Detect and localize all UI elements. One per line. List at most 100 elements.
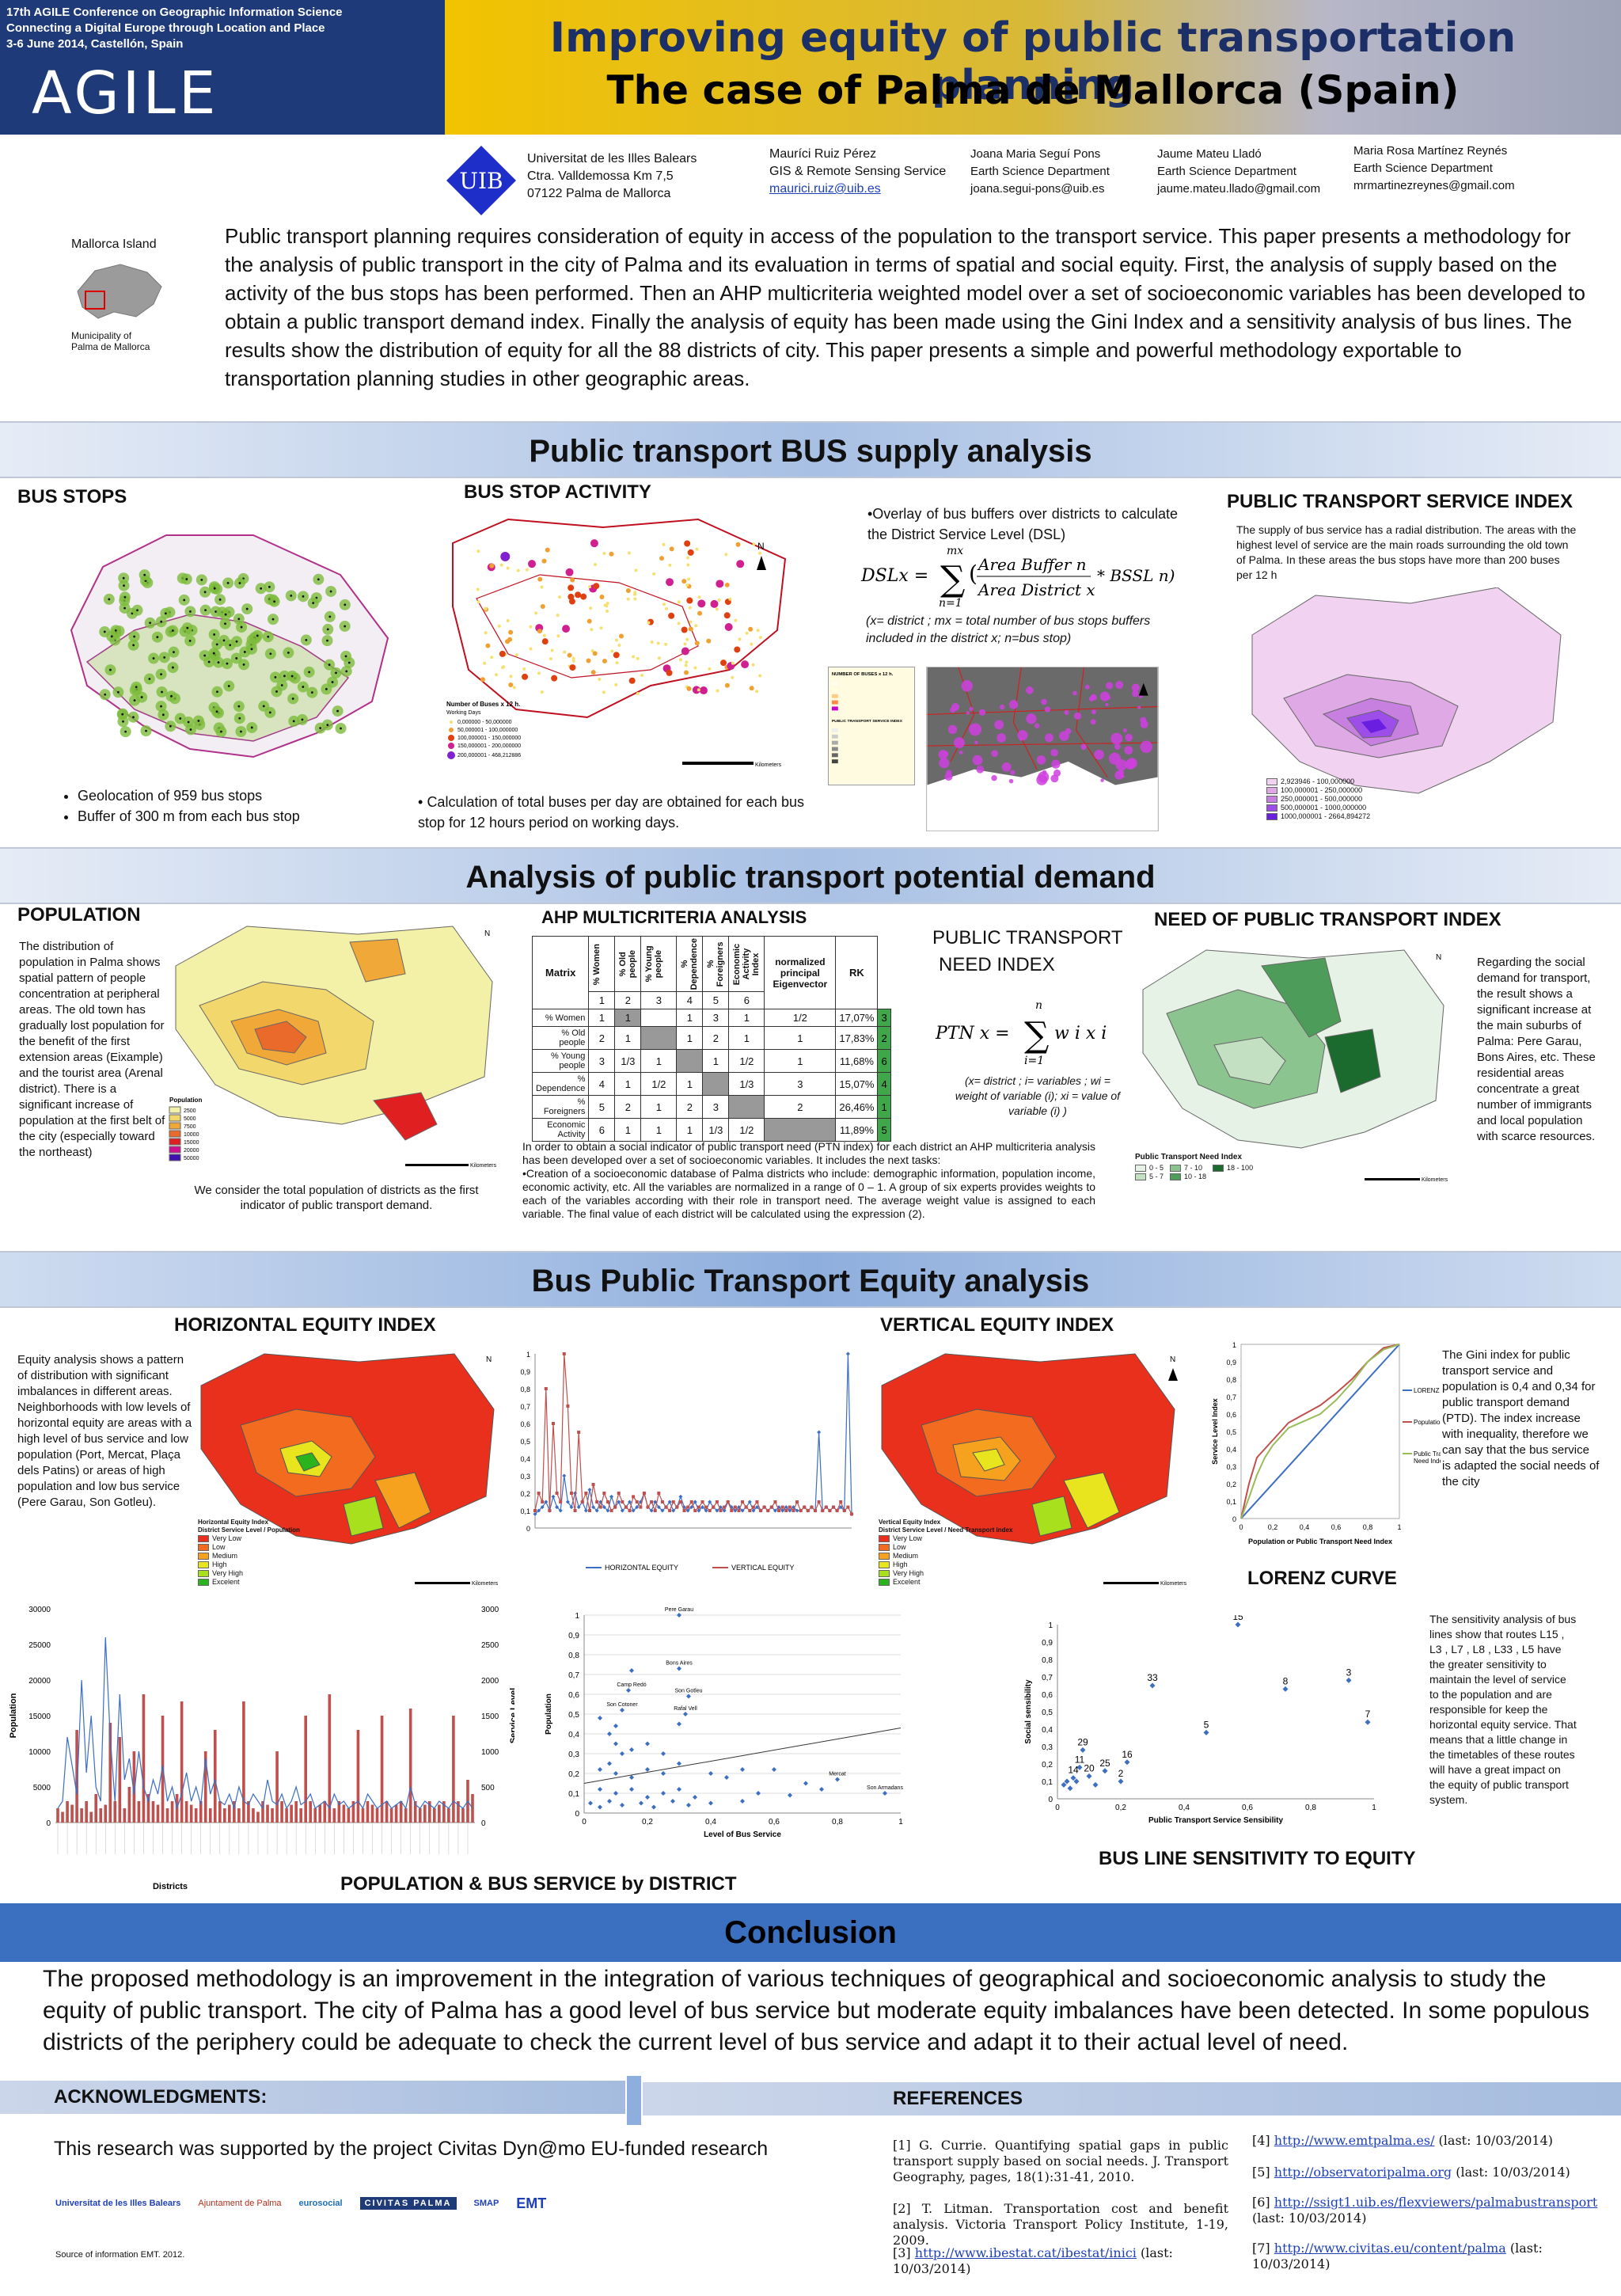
data-point bbox=[609, 1509, 613, 1512]
y-tick-label: 0,7 bbox=[1226, 1393, 1236, 1401]
ahp-cell: 1/2 bbox=[728, 1049, 765, 1074]
ahp-cell: 1 bbox=[614, 1026, 642, 1051]
ahp-rank: 6 bbox=[877, 1049, 891, 1074]
ahp-cell: 1/3 bbox=[614, 1049, 642, 1074]
overlay-point bbox=[1108, 752, 1121, 765]
activity-scale-label: Kilometers bbox=[755, 762, 782, 768]
author-1-email-link[interactable]: maurici.ruiz@uib.es bbox=[769, 182, 881, 196]
y2-tick-label: 2500 bbox=[481, 1641, 499, 1650]
demand-section-header: Analysis of public transport potential d… bbox=[0, 847, 1621, 904]
y2-tick-label: 3000 bbox=[481, 1606, 499, 1614]
activity-point bbox=[681, 579, 687, 584]
bus-stop-point bbox=[336, 709, 339, 713]
data-point bbox=[617, 1500, 621, 1504]
bus-stop-point bbox=[325, 687, 328, 690]
y-tick-label: 0,9 bbox=[1226, 1359, 1236, 1367]
activity-legend-3: 100,000001 - 150,000000 bbox=[457, 736, 521, 741]
activity-point bbox=[724, 553, 728, 557]
service-bar bbox=[123, 1808, 127, 1823]
activity-point bbox=[522, 667, 526, 671]
service-bar bbox=[423, 1804, 427, 1823]
bus-stop-point bbox=[283, 675, 286, 678]
overlay-point bbox=[1072, 690, 1077, 696]
bus-stop-point bbox=[344, 655, 347, 658]
activity-point bbox=[562, 625, 571, 633]
data-point bbox=[617, 1492, 621, 1495]
ahp-rank: 4 bbox=[877, 1072, 891, 1097]
y-tick-label: 0,4 bbox=[1042, 1726, 1053, 1735]
y2-tick-label: 1000 bbox=[481, 1748, 499, 1757]
scatter-point bbox=[598, 1787, 602, 1792]
bus-stop-point bbox=[212, 652, 215, 655]
x-tick-label: 0,6 bbox=[1242, 1804, 1253, 1812]
bus-stop-point bbox=[262, 705, 265, 708]
overlay-point bbox=[1124, 746, 1133, 755]
lorenz-chart: 0 0,1 0,2 0,3 0,4 0,5 0,6 0,7 0,8 0,9 1 0 0,2 0,4 0,6 0… bbox=[1211, 1341, 1441, 1545]
service-bar bbox=[228, 1804, 231, 1823]
bus-stop-point bbox=[268, 585, 271, 588]
sensitivity-label: 8 bbox=[1283, 1675, 1289, 1686]
activity-point bbox=[724, 582, 730, 587]
legend-label: HORIZONTAL EQUITY bbox=[605, 1564, 678, 1572]
sensitivity-point bbox=[1118, 1778, 1124, 1785]
data-point bbox=[755, 1500, 759, 1503]
x-tick-label: 0,8 bbox=[1363, 1523, 1373, 1531]
y-tick-label: 0,1 bbox=[1042, 1778, 1053, 1787]
data-point bbox=[697, 1505, 700, 1509]
ahp-cell bbox=[640, 1026, 678, 1051]
scatter-point bbox=[645, 1741, 650, 1747]
reference-4-link[interactable]: http://www.emtpalma.es/ bbox=[1274, 2133, 1435, 2148]
service-bar bbox=[256, 1811, 260, 1823]
service-bar bbox=[309, 1801, 313, 1823]
bus-stop-point bbox=[197, 720, 200, 722]
ahp-cell: 1/2 bbox=[640, 1072, 678, 1097]
bus-stop-point bbox=[152, 657, 155, 660]
author-1-dept: GIS & Remote Sensing Service bbox=[769, 165, 947, 178]
data-point bbox=[537, 1492, 541, 1495]
activity-point bbox=[745, 631, 749, 635]
svg-text:(: ( bbox=[969, 561, 978, 587]
agile-logo: AGILE bbox=[32, 59, 219, 127]
activity-point bbox=[668, 612, 675, 619]
scatter-point bbox=[645, 1767, 650, 1772]
reference-6-link[interactable]: http://ssigt1.uib.es/flexviewers/palmabu… bbox=[1274, 2195, 1598, 2210]
y-tick-label: 5000 bbox=[33, 1784, 51, 1792]
bus-stop-point bbox=[326, 628, 329, 631]
divider bbox=[627, 2076, 641, 2125]
data-point bbox=[591, 1483, 595, 1486]
reference-7-link[interactable]: http://www.civitas.eu/content/palma bbox=[1274, 2241, 1506, 2256]
activity-point bbox=[731, 661, 735, 665]
conclusion-text: The proposed methodology is an improveme… bbox=[43, 1966, 1589, 2055]
scatter-point bbox=[629, 1775, 634, 1780]
ahp-cell: 1/2 bbox=[764, 1009, 837, 1028]
data-point bbox=[668, 1509, 672, 1512]
bus-stop-point bbox=[124, 730, 127, 733]
y2-tick-label: 2000 bbox=[481, 1677, 499, 1686]
y-tick-label: 0,1 bbox=[568, 1790, 579, 1799]
y-tick-label: 0,8 bbox=[568, 1652, 579, 1660]
bus-stops-bullet-1: Geolocation of 959 bus stops bbox=[78, 785, 300, 806]
overlay-point bbox=[1041, 698, 1047, 705]
bus-stop-point bbox=[171, 629, 174, 632]
reference-6: [6] http://ssigt1.uib.es/flexviewers/pal… bbox=[1252, 2195, 1598, 2226]
reference-5-link[interactable]: http://observatoripalma.org bbox=[1274, 2165, 1452, 2180]
activity-point bbox=[664, 642, 668, 646]
conf-line-3: 3-6 June 2014, Castellón, Spain bbox=[6, 37, 184, 51]
ahp-cell: 1 bbox=[702, 1049, 730, 1074]
data-point bbox=[584, 1492, 588, 1495]
population-map: N Kilometers Population 2500 5000 7500 1… bbox=[168, 918, 500, 1180]
reference-3-link[interactable]: http://www.ibestat.cat/ibestat/inici bbox=[914, 2245, 1137, 2260]
bus-stop-point bbox=[163, 656, 166, 659]
data-point bbox=[613, 1505, 617, 1509]
data-point bbox=[792, 1509, 795, 1512]
activity-point bbox=[677, 622, 681, 625]
activity-point bbox=[606, 602, 609, 606]
overlay-point bbox=[947, 724, 958, 735]
scatter-point bbox=[607, 1799, 612, 1804]
dsl-lhs: DSLx = bbox=[860, 566, 928, 586]
sensitivity-point bbox=[1073, 1778, 1080, 1785]
data-point bbox=[842, 1509, 846, 1512]
scatter-point bbox=[629, 1787, 634, 1792]
bus-stop-point bbox=[242, 663, 245, 666]
bus-stop-point bbox=[222, 639, 226, 642]
